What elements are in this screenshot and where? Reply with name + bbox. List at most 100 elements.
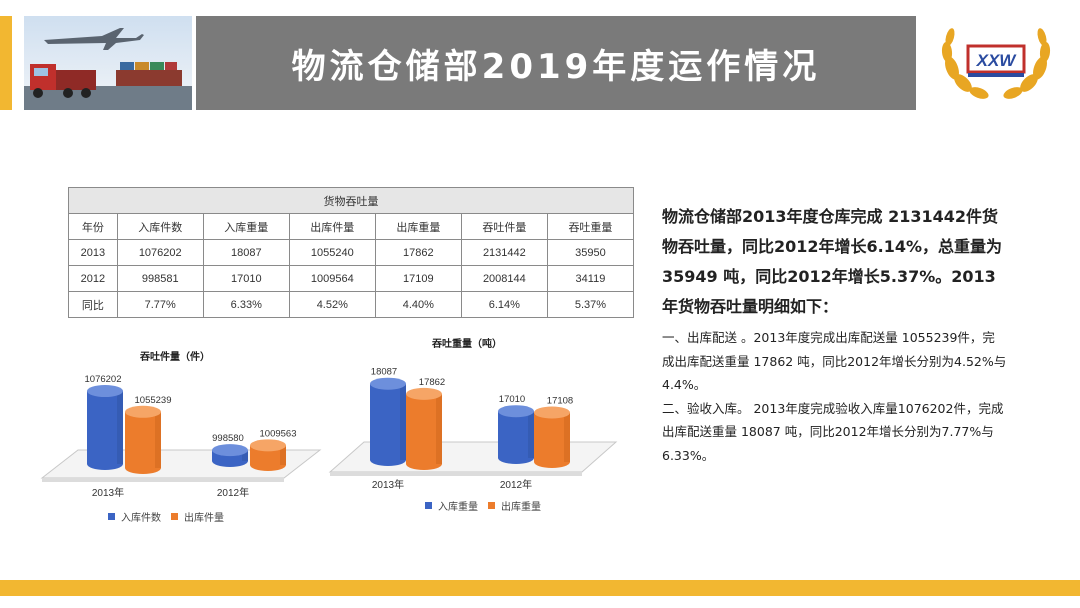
- left-accent-stripe: [0, 16, 12, 110]
- bar-shade: [564, 412, 570, 462]
- bar-top: [534, 406, 570, 419]
- detail-outbound: 一、出库配送 。2013年度完成出库配送量 1055239件，完成出库配送重量 …: [662, 330, 1007, 392]
- description-panel: 物流仓储部2013年度仓库完成 2131442件货物吞吐量，同比2012年增长6…: [662, 202, 1007, 467]
- table-cell: 34119: [546, 265, 635, 292]
- data-label: 1076202: [85, 374, 122, 385]
- chart-floor-edge: [330, 472, 582, 476]
- table-cell: 2008144: [460, 265, 548, 292]
- summary-heading: 物流仓储部2013年度仓库完成 2131442件货物吞吐量，同比2012年增长6…: [662, 207, 1003, 316]
- table-cell: 35950: [546, 239, 635, 266]
- table-cell: 998581: [116, 265, 204, 292]
- table-cell: 6.33%: [202, 291, 290, 318]
- bar-body: [370, 383, 406, 466]
- bar-shade: [400, 383, 406, 460]
- chart2-title: 吞吐重量（吨）: [432, 339, 502, 350]
- bar-orange: [250, 439, 286, 471]
- data-label: 17108: [547, 396, 573, 407]
- table-cell: 同比: [68, 291, 118, 318]
- chart-floor-edge: [42, 478, 284, 482]
- bar-orange: [406, 387, 442, 470]
- table-cell: 2012: [68, 265, 118, 292]
- bar-body: [534, 412, 570, 468]
- bar-top: [125, 405, 161, 418]
- table-cell: 4.40%: [374, 291, 462, 318]
- chart2-plot: 18087 17862 2013年 17010 17108 2012年: [328, 367, 618, 491]
- chart2-legend: 入库重量 出库重量: [425, 498, 541, 513]
- company-logo: XXW: [936, 20, 1056, 106]
- table-header-cell: 出库件量: [288, 213, 376, 240]
- chart1-plot: 1076202 1055239 2013年 998580 1009563 2012年: [40, 374, 322, 499]
- table-header-cell: 入库件数: [116, 213, 204, 240]
- table-header-row: 年份 入库件数 入库重量 出库件量 出库重量 吞吐件量 吞吐重量: [68, 213, 635, 240]
- page-title: 物流仓储部2019年度运作情况: [291, 46, 821, 87]
- data-label: 1055239: [135, 395, 172, 406]
- legend-swatch-orange: [171, 513, 178, 520]
- category-label: 2013年: [372, 478, 404, 491]
- bar-body: [498, 411, 534, 464]
- bar-top: [87, 385, 123, 398]
- table-caption: 货物吞吐量: [68, 187, 634, 214]
- table-cell: 1076202: [116, 239, 204, 266]
- table-row: 2013 1076202 18087 1055240 17862 2131442…: [68, 239, 635, 266]
- bar-shade: [280, 445, 286, 465]
- table-cell: 17109: [374, 265, 462, 292]
- bar-shade: [155, 411, 161, 468]
- chart1-legend: 入库件数 出库件量: [108, 509, 224, 524]
- bar-shade: [528, 411, 534, 458]
- legend-label: 出库重量: [501, 502, 541, 513]
- bar-body: [87, 391, 123, 470]
- bar-top: [250, 439, 286, 452]
- legend-swatch-blue: [425, 502, 432, 509]
- bar-blue: [87, 385, 123, 470]
- legend-label: 入库重量: [438, 502, 478, 513]
- table-cell: 7.77%: [116, 291, 204, 318]
- table-cell: 1009564: [288, 265, 376, 292]
- legend-label: 入库件数: [121, 513, 161, 524]
- bar-top: [212, 444, 248, 457]
- table-cell: 4.52%: [288, 291, 376, 318]
- detail-inbound: 二、验收入库。 2013年度完成验收入库量1076202件，完成出库配送重量 1…: [662, 400, 1004, 463]
- table-cell: 18087: [202, 239, 290, 266]
- bar-orange: [534, 406, 570, 468]
- bottom-accent-stripe: [0, 580, 1080, 596]
- bar-orange: [125, 405, 161, 474]
- category-label: 2012年: [217, 486, 249, 499]
- throughput-table: 货物吞吐量 年份 入库件数 入库重量 出库件量 出库重量 吞吐件量 吞吐重量 2…: [68, 187, 635, 318]
- bar-shade: [242, 450, 248, 461]
- table-header-cell: 吞吐件量: [460, 213, 548, 240]
- table-cell: 5.37%: [546, 291, 635, 318]
- bar-shade: [436, 393, 442, 464]
- table-header-cell: 年份: [68, 213, 118, 240]
- data-label: 17862: [419, 377, 445, 388]
- table-cell: 2013: [68, 239, 118, 266]
- table-header-cell: 入库重量: [202, 213, 290, 240]
- data-label: 18087: [371, 367, 397, 378]
- table-cell: 2131442: [460, 239, 548, 266]
- legend-label: 出库件量: [184, 513, 224, 524]
- bar-body: [250, 445, 286, 471]
- data-label: 1009563: [260, 428, 297, 439]
- table-cell: 17862: [374, 239, 462, 266]
- chart1-title: 吞吐件量（件）: [140, 352, 210, 363]
- table-row: 同比 7.77% 6.33% 4.52% 4.40% 6.14% 5.37%: [68, 291, 635, 318]
- title-bar: 物流仓储部2019年度运作情况: [196, 16, 916, 110]
- bar-blue: [498, 405, 534, 464]
- bar-top: [498, 405, 534, 418]
- legend-swatch-blue: [108, 513, 115, 520]
- table-row: 2012 998581 17010 1009564 17109 2008144 …: [68, 265, 635, 292]
- category-label: 2012年: [500, 478, 532, 491]
- category-label: 2013年: [92, 486, 124, 499]
- table-cell: 1055240: [288, 239, 376, 266]
- table-header-cell: 出库重量: [374, 213, 462, 240]
- bar-blue: [370, 377, 406, 466]
- bar-shade: [117, 391, 123, 464]
- legend-swatch-orange: [488, 502, 495, 509]
- table-cell: 6.14%: [460, 291, 548, 318]
- bar-top: [370, 377, 406, 390]
- data-label: 998580: [212, 433, 244, 444]
- data-label: 17010: [499, 394, 525, 405]
- bar-body: [125, 411, 161, 474]
- table-header-cell: 吞吐重量: [546, 213, 635, 240]
- laurel-wreath-logo-icon: XXW: [941, 28, 1051, 99]
- logistics-illustration-icon: [24, 16, 192, 110]
